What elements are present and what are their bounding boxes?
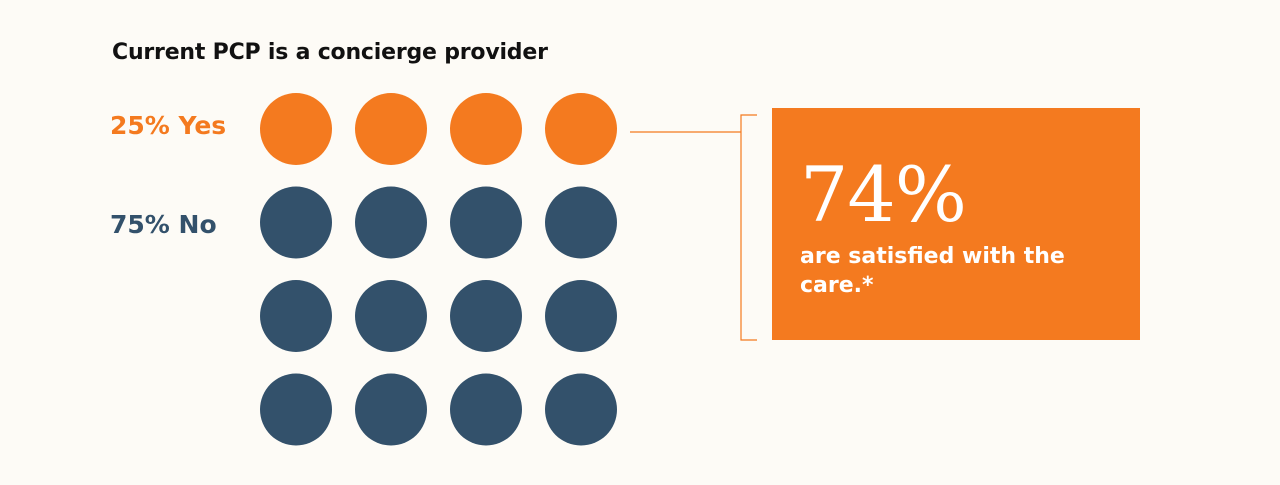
- chart-title: Current PCP is a concierge provider: [112, 40, 548, 65]
- dot-no: [355, 280, 427, 352]
- dot-no: [545, 280, 617, 352]
- dot-no: [260, 186, 332, 259]
- callout-box: [772, 108, 1140, 340]
- dot-no: [545, 373, 617, 446]
- dot-yes: [545, 93, 617, 165]
- dot-no: [450, 186, 522, 259]
- dot-no: [450, 373, 522, 446]
- dot-no: [260, 280, 332, 352]
- dot-no: [450, 280, 522, 352]
- callout-bracket: [740, 114, 757, 341]
- dot-yes: [450, 93, 522, 165]
- dot-no: [545, 186, 617, 259]
- dot-yes: [260, 93, 332, 165]
- legend-no: 75% No: [110, 210, 217, 239]
- legend-yes: 25% Yes: [110, 111, 227, 140]
- dot-yes: [355, 93, 427, 165]
- dot-no: [355, 373, 427, 446]
- callout-text: are satisfied with the care.*: [800, 244, 1065, 298]
- dot-no: [260, 373, 332, 446]
- dot-no: [355, 186, 427, 259]
- callout-value: 74%: [800, 150, 967, 239]
